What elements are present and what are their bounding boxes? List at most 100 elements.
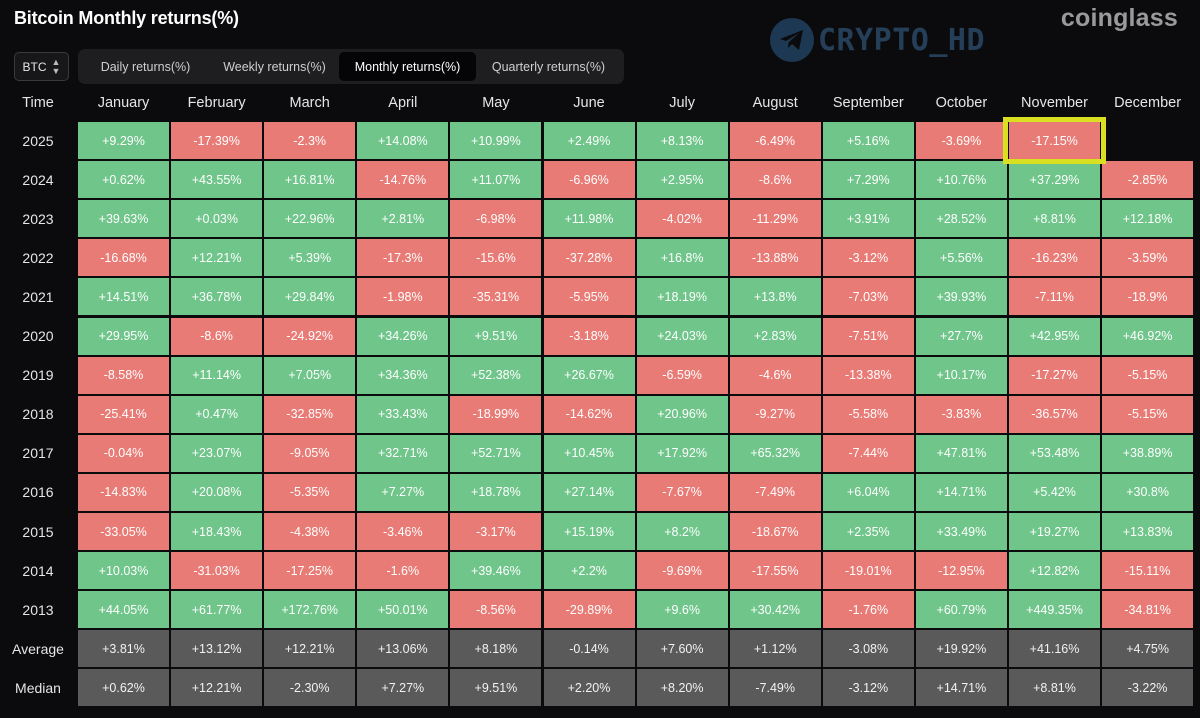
return-cell: -29.89% — [543, 591, 635, 629]
return-cell: +50.01% — [357, 591, 449, 629]
return-cell: -8.6% — [729, 161, 821, 199]
return-cell: -7.44% — [822, 434, 914, 472]
return-cell: -3.22% — [1102, 669, 1194, 707]
telegram-icon — [770, 18, 814, 62]
return-cell: -15.6% — [450, 239, 542, 277]
return-cell: +29.95% — [78, 317, 169, 355]
return-cell: -24.92% — [264, 317, 356, 355]
return-cell: +0.62% — [78, 669, 169, 707]
return-cell: -12.95% — [915, 552, 1007, 590]
return-cell: +2.81% — [357, 200, 449, 238]
row-label-2018: 2018 — [22, 406, 54, 423]
return-cell: +20.96% — [636, 395, 728, 433]
return-cell: -5.15% — [1102, 356, 1194, 394]
return-cell: -14.62% — [543, 395, 635, 433]
return-cell: +2.83% — [729, 317, 821, 355]
return-cell: +8.13% — [636, 122, 728, 159]
return-cell: +38.89% — [1102, 434, 1194, 472]
return-cell: -8.58% — [78, 356, 169, 394]
return-cell: +26.67% — [543, 356, 635, 394]
return-cell: -3.59% — [1102, 239, 1194, 277]
return-cell: -6.96% — [543, 161, 635, 199]
return-cell: -36.57% — [1009, 395, 1100, 433]
row-label-2021: 2021 — [22, 288, 54, 305]
watermark-text: CRYPTO_HD — [818, 22, 986, 58]
return-cell: +9.51% — [450, 669, 542, 707]
return-cell: -3.08% — [822, 630, 914, 668]
return-cell: +14.71% — [915, 473, 1007, 511]
return-cell: -3.69% — [915, 122, 1007, 159]
return-cell: +28.52% — [915, 200, 1007, 238]
return-cell: -13.88% — [729, 239, 821, 277]
return-cell: -19.01% — [822, 552, 914, 590]
asset-selector-value: BTC — [22, 59, 47, 74]
return-cell: -8.6% — [171, 317, 263, 355]
return-cell: +33.49% — [915, 513, 1007, 550]
asset-selector[interactable]: BTC ▲ ▼ — [14, 52, 69, 81]
return-cell: +46.92% — [1102, 317, 1194, 355]
return-cell: -5.35% — [264, 473, 356, 511]
return-cell: +8.81% — [1009, 200, 1100, 238]
return-cell: +10.76% — [915, 161, 1007, 199]
return-cell: -0.04% — [78, 434, 169, 472]
return-cell: +10.17% — [915, 356, 1007, 394]
return-cell: +34.26% — [357, 317, 449, 355]
return-cell: -9.69% — [636, 552, 728, 590]
return-cell: -3.12% — [822, 239, 914, 277]
return-cell: -32.85% — [264, 395, 356, 433]
return-cell: -9.05% — [264, 434, 356, 472]
column-header-november: November — [1021, 94, 1088, 111]
return-cell: +5.56% — [915, 239, 1007, 277]
return-cell: +22.96% — [264, 200, 356, 238]
column-header-may: May — [482, 94, 510, 111]
return-cell: +61.77% — [171, 591, 263, 629]
return-cell: -0.14% — [543, 630, 635, 668]
tab-monthly-returns[interactable]: Monthly returns(%) — [339, 52, 476, 81]
return-cell: +8.18% — [450, 630, 542, 668]
return-cell: -11.29% — [729, 200, 821, 238]
return-cell: -35.31% — [450, 278, 542, 316]
return-cell: -4.02% — [636, 200, 728, 238]
return-cell: +12.18% — [1102, 200, 1194, 238]
return-cell: +39.46% — [450, 552, 542, 590]
column-header-january: January — [97, 94, 150, 111]
return-cell: -31.03% — [171, 552, 263, 590]
return-cell: +0.62% — [78, 161, 169, 199]
return-cell: -5.58% — [822, 395, 914, 433]
return-cell: +7.60% — [636, 630, 728, 668]
return-cell: +12.21% — [171, 669, 263, 707]
return-cell: +15.19% — [543, 513, 635, 550]
return-cell: +14.51% — [78, 278, 169, 316]
return-cell: +44.05% — [78, 591, 169, 629]
return-cell: +449.35% — [1009, 591, 1100, 629]
row-label-average: Average — [12, 640, 64, 657]
return-cell: +37.29% — [1009, 161, 1100, 199]
return-cell: +2.35% — [822, 513, 914, 550]
column-header-march: March — [289, 94, 330, 111]
return-cell: +16.81% — [264, 161, 356, 199]
return-cell: -18.67% — [729, 513, 821, 550]
tab-quarterly-returns[interactable]: Quarterly returns(%) — [491, 59, 606, 74]
return-cell: +8.20% — [636, 669, 728, 707]
return-cell: +33.43% — [357, 395, 449, 433]
return-cell: +34.36% — [357, 356, 449, 394]
page-title: Bitcoin Monthly returns(%) — [14, 8, 239, 28]
return-cell: +12.82% — [1009, 552, 1100, 590]
return-cell: -7.49% — [729, 669, 821, 707]
return-cell: +8.81% — [1009, 669, 1100, 707]
tab-daily-returns[interactable]: Daily returns(%) — [100, 59, 191, 74]
return-cell: -33.05% — [78, 513, 169, 550]
return-cell: -7.51% — [822, 317, 914, 355]
return-cell: +29.84% — [264, 278, 356, 316]
return-cell: -3.17% — [450, 513, 542, 550]
column-header-july: July — [669, 94, 695, 111]
return-cell: -14.83% — [78, 473, 169, 511]
column-header-august: August — [752, 94, 798, 111]
return-cell: +2.20% — [543, 669, 635, 707]
return-cell: -7.49% — [729, 473, 821, 511]
tab-weekly-returns[interactable]: Weekly returns(%) — [223, 59, 326, 74]
row-label-2013: 2013 — [22, 601, 54, 618]
return-cell: -9.27% — [729, 395, 821, 433]
return-cell: -18.99% — [450, 395, 542, 433]
return-cell: +10.99% — [450, 122, 542, 159]
